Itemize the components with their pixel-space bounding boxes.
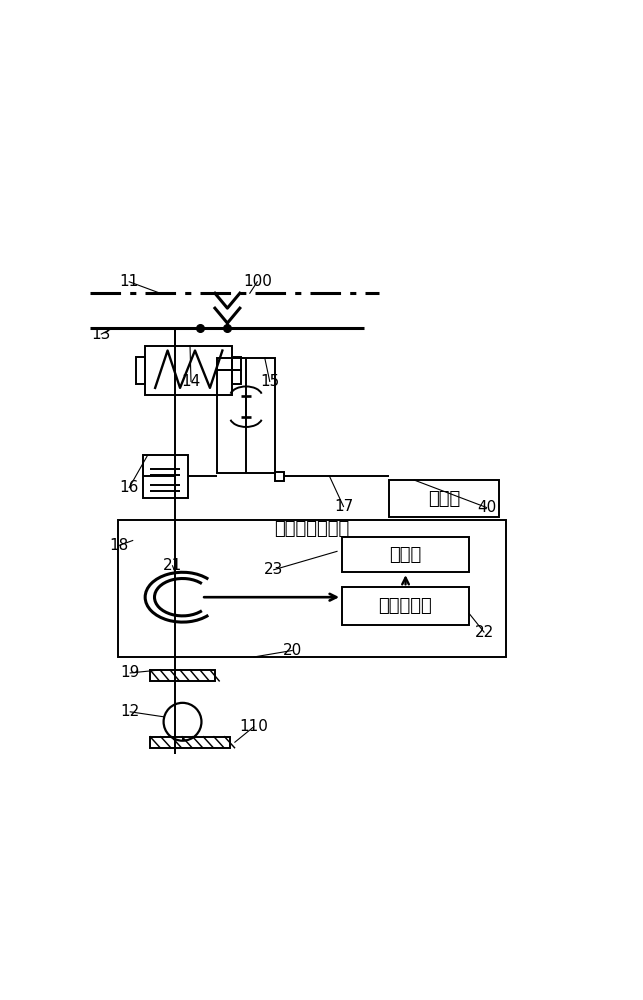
Text: 12: 12 <box>121 704 140 719</box>
Text: 18: 18 <box>109 538 129 553</box>
Text: 避雷器监测装置: 避雷器监测装置 <box>275 520 350 538</box>
Text: 21: 21 <box>163 558 182 573</box>
Bar <box>217 358 275 473</box>
Text: 22: 22 <box>475 625 494 640</box>
Bar <box>390 480 499 517</box>
Text: 17: 17 <box>334 499 353 514</box>
Text: 主回路: 主回路 <box>428 490 461 508</box>
Text: 数据存储器: 数据存储器 <box>379 597 432 615</box>
Bar <box>118 520 507 657</box>
Text: 13: 13 <box>91 327 111 342</box>
Bar <box>150 670 215 681</box>
Bar <box>143 455 188 498</box>
Text: 110: 110 <box>239 719 268 734</box>
Bar <box>150 737 230 748</box>
Text: 11: 11 <box>120 274 139 289</box>
Text: 23: 23 <box>264 562 284 577</box>
Bar <box>342 587 469 625</box>
Text: 100: 100 <box>243 274 272 289</box>
Text: 14: 14 <box>181 374 201 389</box>
Bar <box>232 357 241 384</box>
Text: 15: 15 <box>260 374 279 389</box>
Text: 20: 20 <box>282 643 302 658</box>
Bar <box>342 537 469 572</box>
Bar <box>145 346 232 395</box>
Text: 19: 19 <box>120 665 140 680</box>
Text: 16: 16 <box>120 480 139 495</box>
Text: 控制器: 控制器 <box>389 546 421 564</box>
Text: 40: 40 <box>477 500 496 515</box>
Bar <box>275 472 284 481</box>
Bar <box>136 357 145 384</box>
